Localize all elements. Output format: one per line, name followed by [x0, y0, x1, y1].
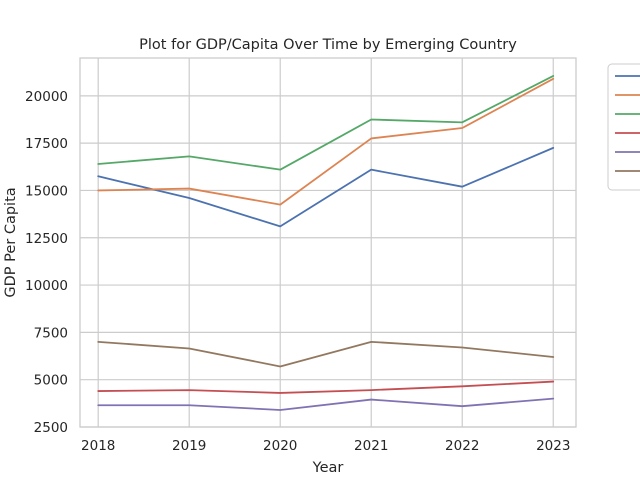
series-line-2	[97, 77, 555, 206]
y-axis-ticks: 2500 5000 7500 10000 12500 15000 17500 20000	[25, 89, 68, 436]
x-tick-label: 2018	[81, 438, 115, 454]
series-line-1	[97, 146, 555, 228]
y-tick-label: 7500	[34, 325, 68, 341]
series-line-6	[97, 340, 555, 368]
plot-frame	[79, 57, 577, 428]
x-tick-label: 2020	[263, 438, 297, 454]
y-tick-label: 10000	[25, 278, 68, 294]
grid	[80, 58, 576, 428]
y-tick-label: 17500	[25, 136, 68, 152]
x-tick-label: 2019	[172, 438, 206, 454]
y-tick-label: 12500	[25, 231, 68, 247]
x-tick-label: 2021	[354, 438, 388, 454]
y-axis-title: GDP Per Capita	[3, 187, 19, 297]
series-line-5	[97, 397, 555, 411]
series-lines	[97, 75, 555, 411]
x-axis-ticks: 2018 2019 2020 2021 2022 2023	[81, 438, 570, 454]
y-tick-label: 15000	[25, 183, 68, 199]
chart-title: Plot for GDP/Capita Over Time by Emergin…	[139, 37, 517, 53]
x-tick-label: 2022	[445, 438, 479, 454]
x-tick-label: 2023	[536, 438, 570, 454]
y-tick-label: 5000	[34, 373, 68, 389]
x-axis-title: Year	[312, 460, 344, 476]
legend	[607, 63, 640, 191]
y-tick-label: 2500	[34, 420, 68, 436]
series-line-3	[97, 75, 555, 171]
y-tick-label: 20000	[25, 89, 68, 105]
series-line-4	[97, 380, 555, 394]
